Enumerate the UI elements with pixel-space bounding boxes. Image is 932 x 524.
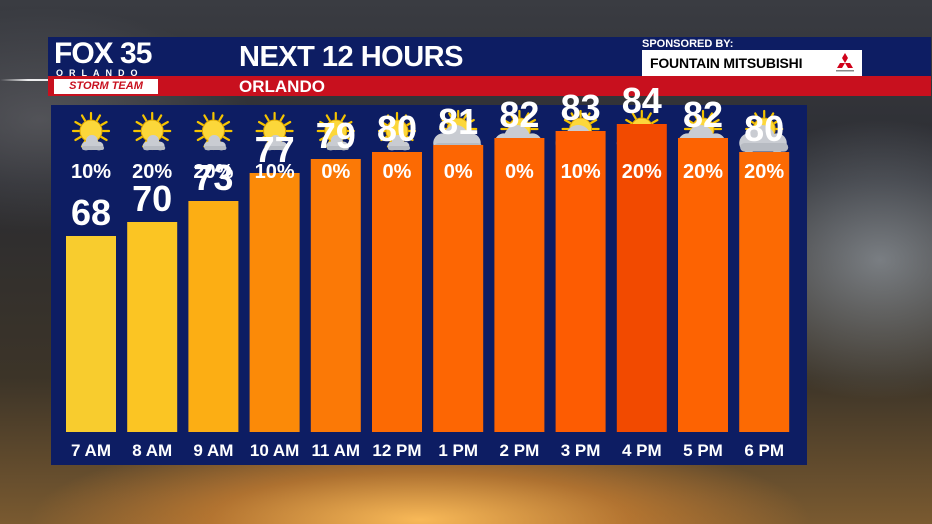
header-banner: FOX 35 ORLANDO STORM TEAM NEXT 12 HOURS … [48, 37, 931, 96]
bar-5-pm [678, 138, 728, 432]
rain-chance-label: 10% [254, 161, 295, 183]
bar-6-pm [739, 152, 790, 432]
hour-label: 10 AM [249, 441, 300, 460]
rain-chance-label: 10% [70, 161, 112, 183]
partly-cloudy-icon [739, 109, 789, 153]
hour-label: 3 PM [560, 441, 601, 460]
sunny-icon [377, 111, 417, 151]
temperature-label: 80 [376, 108, 418, 149]
rain-chance-label: 10% [560, 161, 601, 183]
hour-label: 4 PM [621, 441, 662, 460]
temperature-label: 73 [193, 157, 234, 198]
temperature-label: 70 [132, 178, 173, 219]
rain-chance-label: 20% [744, 161, 785, 183]
bar-3-pm [555, 131, 606, 432]
temperature-label: 81 [438, 101, 479, 142]
sponsor-box: FOUNTAIN MITSUBISHI [642, 50, 862, 76]
hour-label: 2 PM [499, 441, 540, 460]
sunny-icon [71, 111, 111, 151]
bar-7-am [66, 236, 116, 432]
bar-8-am [127, 222, 178, 432]
hour-label: 7 AM [71, 441, 111, 460]
bar-9-am [188, 201, 239, 432]
logo-brand: FOX 35 [54, 37, 152, 70]
temperature-label: 83 [560, 87, 601, 128]
logo-city: ORLANDO [56, 68, 144, 78]
sunny-icon [255, 111, 294, 151]
rain-chance-label: 0% [504, 161, 534, 183]
sponsor-label: SPONSORED BY: [642, 38, 734, 50]
temperature-label: 68 [70, 192, 112, 233]
rain-chance-label: 20% [193, 161, 234, 183]
hour-label: 12 PM [372, 441, 422, 460]
sponsor-name: FOUNTAIN MITSUBISHI [650, 55, 803, 71]
sunny-icon [194, 111, 233, 151]
bar-12-pm [372, 152, 422, 432]
hour-label: 11 AM [311, 441, 361, 460]
header-red-band [48, 76, 931, 96]
rain-chance-label: 0% [321, 161, 351, 183]
hour-label: 5 PM [683, 441, 723, 460]
station-logo: FOX 35 ORLANDO STORM TEAM [52, 39, 162, 95]
bar-2-pm [494, 138, 545, 432]
logo-team: STORM TEAM [54, 79, 158, 94]
rain-chance-label: 0% [382, 161, 412, 183]
temperature-label: 77 [254, 129, 295, 170]
hour-label: 6 PM [744, 441, 785, 460]
bar-1-pm [433, 145, 484, 432]
temperature-label: 82 [499, 94, 540, 135]
rain-chance-label: 0% [443, 161, 473, 183]
bar-4-pm [616, 124, 667, 432]
bar-10-am [249, 173, 300, 432]
temperature-label: 82 [682, 94, 724, 135]
temperature-label: 79 [315, 115, 356, 156]
page-title: NEXT 12 HOURS [239, 41, 463, 73]
sunny-icon [316, 111, 355, 151]
mitsubishi-logo-icon [836, 53, 854, 72]
rain-chance-label: 20% [621, 161, 662, 183]
forecast-panel: 10% 68 7 AM 20% 70 8 AM 20% 73 9 AM 10% 77 10 AM 0% 7… [51, 82, 807, 465]
temperature-label: 80 [744, 108, 785, 149]
rain-chance-label: 20% [682, 161, 724, 183]
hour-label: 1 PM [438, 441, 479, 460]
temperature-label: 84 [621, 80, 662, 121]
rain-chance-label: 20% [132, 161, 173, 183]
bar-11-am [310, 159, 361, 432]
sunny-icon [133, 111, 172, 151]
hour-label: 9 AM [193, 441, 234, 460]
location-label: ORLANDO [239, 77, 325, 96]
hour-label: 8 AM [132, 441, 173, 460]
temperature-bar-chart [66, 109, 790, 432]
